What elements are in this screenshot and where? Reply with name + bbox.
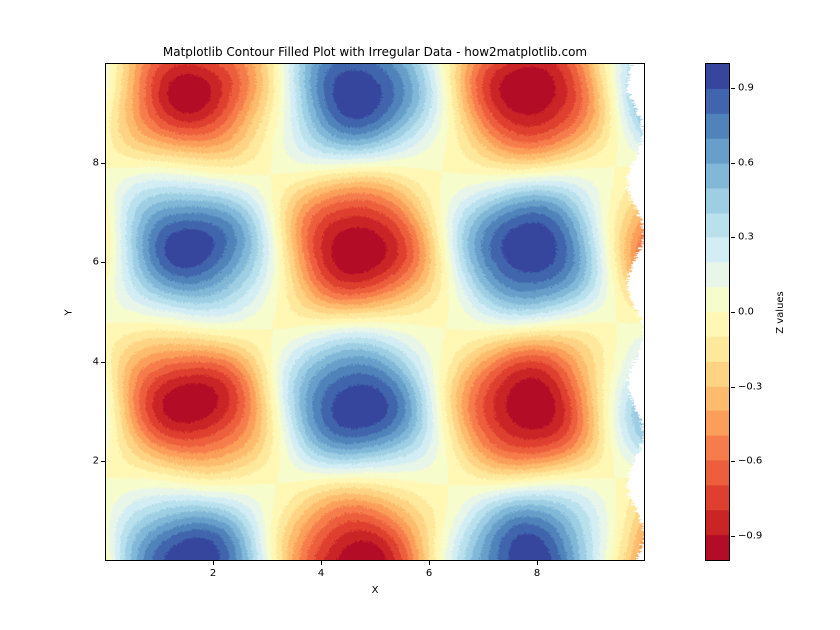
y-tick-label: 8 (83, 157, 99, 168)
colorbar-tick-label: −0.6 (738, 456, 762, 467)
colorbar (705, 63, 730, 561)
x-tick-mark (429, 561, 430, 565)
contour-canvas (106, 64, 644, 560)
contour-plot-area (105, 63, 645, 561)
colorbar-canvas (706, 64, 729, 560)
x-tick-mark (537, 561, 538, 565)
colorbar-tick-mark (731, 387, 735, 388)
colorbar-tick-mark (731, 536, 735, 537)
colorbar-tick-label: −0.3 (738, 381, 762, 392)
y-tick-mark (101, 461, 105, 462)
colorbar-tick-label: 0.9 (738, 82, 754, 93)
figure: Matplotlib Contour Filled Plot with Irre… (0, 0, 840, 630)
x-tick-label: 8 (534, 568, 540, 579)
colorbar-tick-mark (731, 163, 735, 164)
colorbar-tick-mark (731, 461, 735, 462)
colorbar-label: Z values (773, 63, 787, 561)
x-tick-mark (213, 561, 214, 565)
x-tick-label: 6 (426, 568, 432, 579)
y-tick-label: 6 (83, 257, 99, 268)
colorbar-tick-mark (731, 237, 735, 238)
y-tick-mark (101, 362, 105, 363)
y-tick-mark (101, 163, 105, 164)
colorbar-tick-label: −0.9 (738, 531, 762, 542)
chart-title: Matplotlib Contour Filled Plot with Irre… (105, 45, 645, 59)
x-tick-label: 2 (210, 568, 216, 579)
colorbar-tick-label: 0.3 (738, 232, 754, 243)
y-axis-label: Y (62, 63, 76, 561)
colorbar-tick-mark (731, 312, 735, 313)
x-tick-mark (321, 561, 322, 565)
colorbar-tick-label: 0.6 (738, 157, 754, 168)
x-axis-label: X (105, 585, 645, 596)
colorbar-tick-label: 0.0 (738, 307, 754, 318)
y-tick-label: 4 (83, 356, 99, 367)
y-tick-label: 2 (83, 456, 99, 467)
x-tick-label: 4 (318, 568, 324, 579)
colorbar-tick-mark (731, 88, 735, 89)
y-tick-mark (101, 262, 105, 263)
